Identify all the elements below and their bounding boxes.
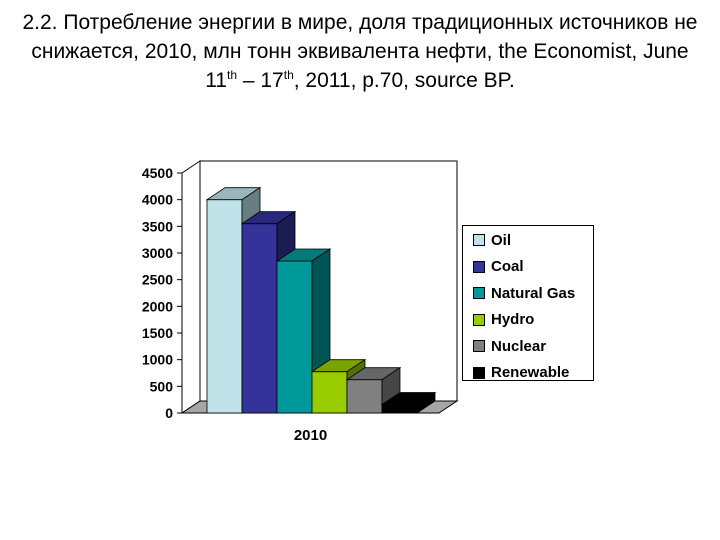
title-superscript-1: th bbox=[227, 68, 238, 82]
bar-nuclear bbox=[346, 379, 383, 414]
y-tick-label: 3000 bbox=[142, 245, 173, 261]
legend-item: Natural Gas bbox=[473, 284, 575, 302]
title-text-part1: 2.2. Потребление энергии в мире, доля тр… bbox=[22, 11, 698, 92]
legend-item: Oil bbox=[473, 231, 511, 249]
y-tick-label: 3500 bbox=[142, 218, 173, 234]
legend-swatch bbox=[473, 260, 485, 273]
y-tick-label: 4000 bbox=[142, 192, 173, 208]
legend-swatch bbox=[473, 287, 485, 299]
chart-side-wall bbox=[181, 160, 201, 414]
legend-swatch bbox=[473, 366, 485, 379]
chart-legend: Oil Coal Natural Gas Hydro Nuclear Renewable bbox=[462, 225, 594, 381]
y-tick-label: 2500 bbox=[142, 272, 173, 288]
legend-label: Renewable bbox=[491, 364, 570, 381]
legend-item: Renewable bbox=[473, 364, 569, 382]
legend-label: Nuclear bbox=[491, 337, 547, 355]
bar-hydro bbox=[311, 371, 348, 414]
y-tick-label: 4500 bbox=[142, 165, 173, 181]
slide-title: 2.2. Потребление энергии в мире, доля тр… bbox=[20, 8, 700, 95]
x-category-label: 2010 bbox=[294, 427, 327, 444]
legend-label: Coal bbox=[491, 258, 524, 275]
y-tick-label: 2000 bbox=[142, 298, 173, 314]
y-tick-label: 1500 bbox=[142, 325, 173, 341]
y-tick-label: 500 bbox=[150, 378, 174, 394]
bar-oil bbox=[206, 199, 243, 414]
legend-swatch bbox=[473, 313, 485, 326]
title-text-part3: , 2011, p.70, source BP. bbox=[293, 69, 515, 92]
legend-swatch bbox=[473, 234, 485, 246]
legend-label: Oil bbox=[491, 231, 512, 249]
legend-item: Coal bbox=[473, 258, 524, 276]
y-tick-label: 0 bbox=[165, 405, 173, 421]
bar-coal bbox=[241, 223, 278, 414]
bar-renewable bbox=[381, 404, 418, 414]
legend-item: Nuclear bbox=[473, 337, 546, 355]
legend-label: Hydro bbox=[491, 311, 535, 328]
bar-natural-gas bbox=[276, 260, 313, 414]
title-superscript-2: th bbox=[283, 68, 294, 82]
legend-item: Hydro bbox=[473, 311, 534, 329]
legend-label: Natural Gas bbox=[491, 284, 576, 302]
y-tick-label: 1000 bbox=[142, 352, 173, 368]
title-text-part2: – 17 bbox=[237, 69, 284, 92]
legend-swatch bbox=[473, 340, 485, 352]
bar-side-renewable bbox=[416, 391, 436, 414]
